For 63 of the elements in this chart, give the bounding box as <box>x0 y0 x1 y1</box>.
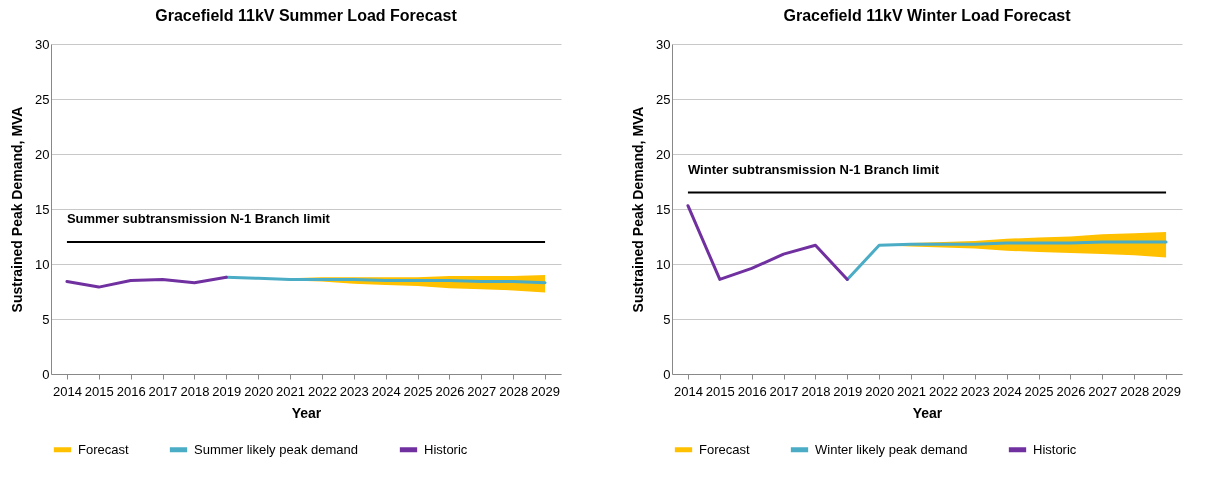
y-tick-label: 5 <box>42 311 50 327</box>
y-tick-label: 5 <box>663 311 671 327</box>
y-axis-title: Sustrained Peak Demand, MVA <box>9 106 26 313</box>
x-axis-title: Year <box>912 404 943 421</box>
x-tick-label: 2022 <box>307 383 337 399</box>
ref-line-label: Summer subtransmission N-1 Branch limit <box>66 211 331 226</box>
x-tick-label: 2023 <box>339 383 369 399</box>
x-tick-label: 2027 <box>1088 383 1118 399</box>
legend-label: Forecast <box>699 441 750 457</box>
legend-label: Forecast <box>78 441 129 457</box>
y-tick-label: 0 <box>42 366 50 382</box>
x-tick-label: 2019 <box>212 383 242 399</box>
x-tick-label: 2024 <box>992 383 1022 399</box>
x-tick-label: 2018 <box>801 383 831 399</box>
x-tick-label: 2028 <box>499 383 529 399</box>
y-tick-label: 25 <box>35 91 50 107</box>
x-tick-label: 2025 <box>1024 383 1054 399</box>
x-tick-label: 2017 <box>148 383 178 399</box>
chart-title: Gracefield 11kV Winter Load Forecast <box>783 7 1072 24</box>
x-axis-title: Year <box>291 404 322 421</box>
legend-label: Summer likely peak demand <box>194 441 359 457</box>
y-tick-label: 10 <box>656 256 671 272</box>
y-tick-label: 30 <box>656 36 671 52</box>
line-series <box>686 204 849 281</box>
x-tick-label: 2015 <box>84 383 114 399</box>
x-tick-label: 2026 <box>1056 383 1086 399</box>
line-series <box>845 240 1168 281</box>
x-tick-label: 2019 <box>833 383 863 399</box>
y-tick-label: 20 <box>35 146 50 162</box>
y-tick-label: 15 <box>656 201 671 217</box>
y-tick-label: 25 <box>656 91 671 107</box>
y-axis-title: Sustrained Peak Demand, MVA <box>630 106 647 313</box>
x-tick-label: 2016 <box>737 383 767 399</box>
legend-label: Historic <box>1033 441 1077 457</box>
x-tick-label: 2029 <box>1152 383 1182 399</box>
x-tick-label: 2020 <box>865 383 895 399</box>
chart-title: Gracefield 11kV Summer Load Forecast <box>155 7 458 24</box>
x-tick-label: 2026 <box>435 383 465 399</box>
line-series <box>65 275 228 289</box>
x-tick-label: 2028 <box>1120 383 1150 399</box>
x-tick-label: 2029 <box>531 383 561 399</box>
legend-label: Winter likely peak demand <box>815 441 968 457</box>
y-tick-label: 15 <box>35 201 50 217</box>
x-tick-label: 2021 <box>897 383 927 399</box>
x-tick-label: 2020 <box>244 383 274 399</box>
y-tick-label: 30 <box>35 36 50 52</box>
x-tick-label: 2021 <box>276 383 306 399</box>
x-tick-label: 2017 <box>769 383 799 399</box>
x-tick-label: 2016 <box>116 383 146 399</box>
y-tick-label: 20 <box>656 146 671 162</box>
y-tick-label: 10 <box>35 256 50 272</box>
x-tick-label: 2015 <box>705 383 735 399</box>
ref-line-label: Winter subtransmission N-1 Branch limit <box>687 161 940 177</box>
x-tick-label: 2024 <box>371 383 401 399</box>
x-tick-label: 2027 <box>467 383 497 399</box>
x-tick-label: 2014 <box>52 383 82 399</box>
x-tick-label: 2025 <box>403 383 433 399</box>
x-tick-label: 2023 <box>960 383 990 399</box>
y-tick-label: 0 <box>663 366 671 382</box>
legend-label: Historic <box>424 441 468 457</box>
x-tick-label: 2018 <box>180 383 210 399</box>
x-tick-label: 2014 <box>673 383 703 399</box>
x-tick-label: 2022 <box>928 383 958 399</box>
